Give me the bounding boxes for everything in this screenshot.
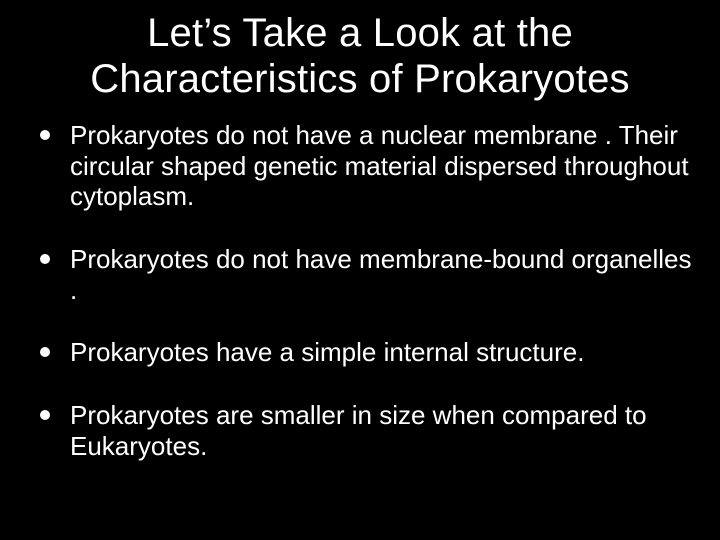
list-item: Prokaryotes do not have membrane-bound o… — [36, 244, 692, 305]
list-item: Prokaryotes are smaller in size when com… — [36, 400, 692, 461]
bullet-list: Prokaryotes do not have a nuclear membra… — [28, 120, 692, 461]
list-item: Prokaryotes have a simple internal struc… — [36, 337, 692, 368]
slide-title: Let’s Take a Look at the Characteristics… — [28, 10, 692, 102]
slide: Let’s Take a Look at the Characteristics… — [0, 0, 720, 540]
list-item: Prokaryotes do not have a nuclear membra… — [36, 120, 692, 212]
